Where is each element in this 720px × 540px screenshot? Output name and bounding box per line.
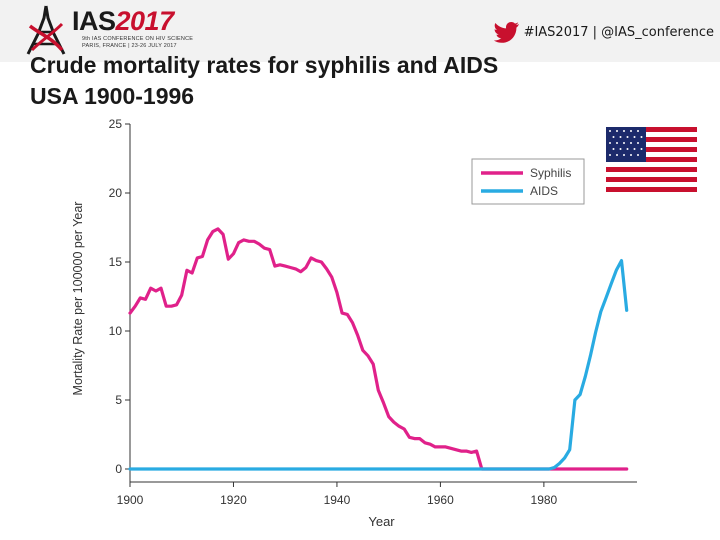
conference-logo[interactable]: IAS2017 9th IAS CONFERENCE ON HIV SCIENC… [22, 4, 193, 56]
slide-title-line1: Crude mortality rates for syphilis and A… [30, 52, 499, 78]
twitter-bird-icon [493, 22, 519, 43]
x-tick-label: 1980 [531, 493, 558, 507]
legend-label-syphilis: Syphilis [530, 166, 571, 180]
social-handle-bar[interactable]: #IAS2017 | @IAS_conference [493, 20, 714, 44]
logo-year: 2017 [115, 6, 175, 36]
y-axis-label: Mortality Rate per 100000 per Year [71, 202, 85, 396]
us-flag-icon [606, 127, 697, 192]
y-tick-label: 25 [109, 117, 123, 131]
y-tick-label: 10 [109, 324, 123, 338]
eiffel-tower-icon [26, 5, 66, 55]
logo-tagline-line2: PARIS, FRANCE | 23-26 JULY 2017 [82, 43, 177, 49]
y-tick-label: 15 [109, 255, 123, 269]
slide-title-line2: USA 1900-1996 [30, 83, 195, 109]
logo-name: IAS [72, 6, 116, 36]
x-axis-label: Year [368, 514, 395, 529]
slide-title: Crude mortality rates for syphilis and A… [30, 50, 670, 112]
series-line-syphilis [128, 227, 629, 471]
x-tick-label: 1900 [117, 493, 144, 507]
x-tick-label: 1920 [220, 493, 247, 507]
legend-box [471, 158, 585, 205]
x-tick-label: 1940 [324, 493, 351, 507]
social-handle-text: #IAS2017 | @IAS_conference [523, 24, 714, 40]
logo-tagline-line1: 9th IAS CONFERENCE ON HIV SCIENCE [82, 36, 194, 42]
x-tick-label: 1960 [427, 493, 454, 507]
header-band [0, 0, 720, 62]
logo-wordmark: IAS2017 [72, 6, 174, 37]
y-tick-label: 20 [109, 186, 123, 200]
y-tick-label: 0 [115, 462, 122, 476]
series-line-aids [128, 259, 629, 471]
legend-label-aids: AIDS [530, 184, 558, 198]
y-tick-label: 5 [115, 393, 122, 407]
logo-tagline: 9th IAS CONFERENCE ON HIV SCIENCE PARIS,… [82, 36, 193, 50]
